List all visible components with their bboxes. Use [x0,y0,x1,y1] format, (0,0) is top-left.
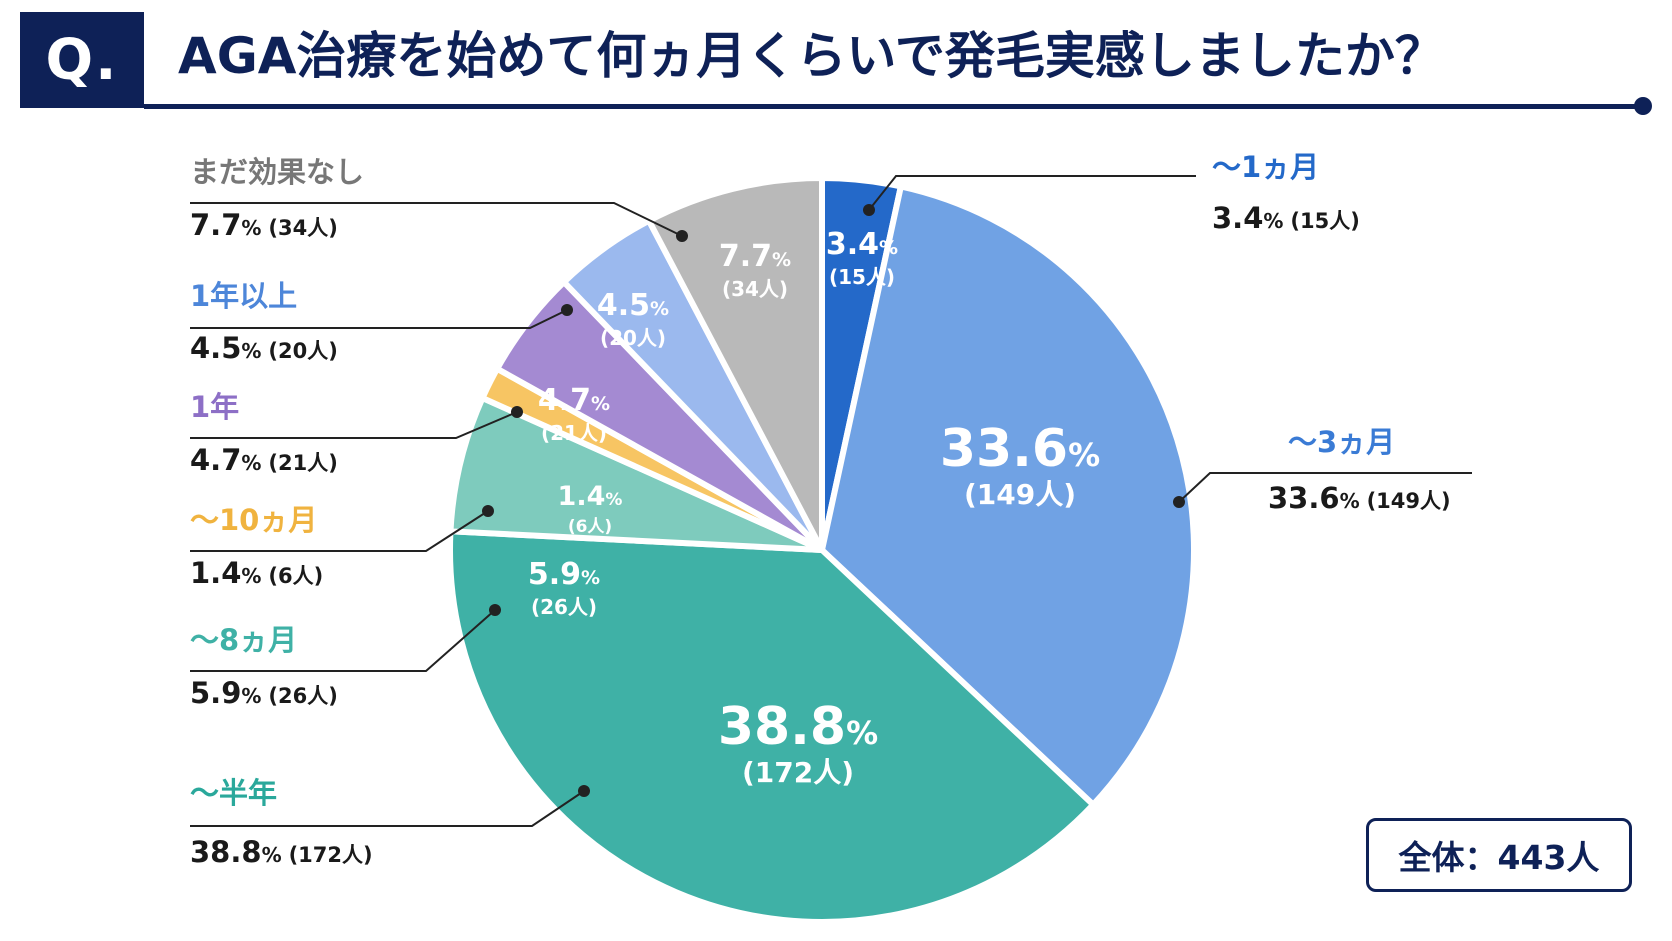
total-separator: ： [1464,838,1498,877]
legend-label-half: ～半年 [190,776,277,810]
legend-label-m10: ～10ヵ月 [190,503,317,537]
legend-value-y1p: 4.5% (20人) [190,331,338,365]
leader-line-half [190,790,585,827]
legend-value-half: 38.8% (172人) [190,835,373,869]
leader-line-y1p [190,309,568,329]
total-badge: 全体： 443人 [1366,818,1632,892]
leader-line-y1 [190,411,518,439]
leader-dot-y1p [561,304,573,316]
title-underline [144,104,1644,109]
pie-slice-m3 [819,183,1197,808]
legend-label-y1p: 1年以上 [190,279,297,313]
leader-dot-m8 [489,604,501,616]
legend-label-y1: 1年 [190,390,239,424]
leader-line-m1 [868,175,1196,211]
legend-value-none: 7.7% (34人) [190,208,338,242]
slice-percent-label-m1: 3.4% [826,227,898,262]
leader-line-none [190,202,683,237]
slice-count-label-half: (172人) [742,756,854,789]
slice-percent-label-y1: 4.7% [538,383,610,418]
legend-label-m1: ～1ヵ月 [1212,150,1319,184]
title-underline-dot [1634,97,1652,115]
pie-slice-none [645,175,825,553]
legend-value-m8: 5.9% (26人) [190,676,338,710]
pie-slice-half [447,528,1097,925]
legend-label-m8: ～8ヵ月 [190,623,297,657]
leader-dot-none [676,230,688,242]
slice-percent-label-none: 7.7% [719,239,791,274]
legend-label-none: まだ効果なし [190,155,364,189]
leader-dot-half [578,785,590,797]
leader-dot-m10 [482,505,494,517]
leader-line-m8 [190,609,496,672]
question-badge: Q. [20,12,144,108]
leader-dot-m3 [1173,496,1185,508]
slice-count-label-y1: (21人) [541,421,607,445]
legend-value-y1: 4.7% (21人) [190,443,338,477]
legend-label-m3: ～3ヵ月 [1288,425,1395,459]
slice-percent-label-half: 38.8% [718,697,878,757]
leader-line-m3 [1178,472,1472,503]
total-label: 全体 [1398,838,1465,877]
leader-line-m10 [190,510,489,552]
slice-percent-label-y1p: 4.5% [597,288,669,323]
slice-percent-label-m8: 5.9% [528,557,600,592]
leader-dot-y1 [511,406,523,418]
legend-value-m1: 3.4% (15人) [1212,201,1360,235]
slice-percent-label-m10: 1.4% [558,481,623,512]
legend-value-m10: 1.4% (6人) [190,556,323,590]
total-value: 443人 [1497,838,1600,877]
page-title: AGA治療を始めて何ヵ月くらいで発毛実感しましたか？ [178,27,1445,85]
slice-count-label-m1: (15人) [829,265,895,289]
slice-count-label-m10: (6人) [568,517,612,537]
slice-count-label-m8: (26人) [531,595,597,619]
legend-value-m3: 33.6% (149人) [1268,481,1451,515]
slice-count-label-y1p: (20人) [600,326,666,350]
slice-count-label-none: (34人) [722,277,788,301]
slice-count-label-m3: (149人) [964,478,1076,511]
leader-dot-m1 [863,204,875,216]
slice-percent-label-m3: 33.6% [940,419,1100,479]
